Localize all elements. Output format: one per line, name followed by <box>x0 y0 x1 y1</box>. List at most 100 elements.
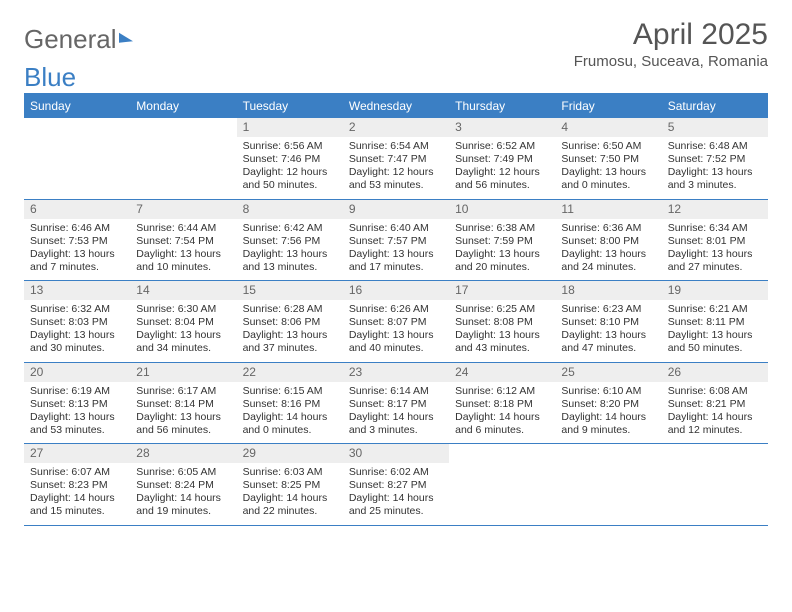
day-detail-cell: Sunrise: 6:44 AMSunset: 7:54 PMDaylight:… <box>130 219 236 281</box>
day-number-cell: 21 <box>130 362 236 382</box>
sunrise-text: Sunrise: 6:30 AM <box>136 303 230 316</box>
daylight-text: Daylight: 13 hours and 0 minutes. <box>561 166 655 192</box>
sunrise-text: Sunrise: 6:36 AM <box>561 222 655 235</box>
daylight-text: Daylight: 12 hours and 56 minutes. <box>455 166 549 192</box>
sunrise-text: Sunrise: 6:19 AM <box>30 385 124 398</box>
day-number-cell: 13 <box>24 281 130 301</box>
sunset-text: Sunset: 8:00 PM <box>561 235 655 248</box>
sunrise-text: Sunrise: 6:03 AM <box>243 466 337 479</box>
sunset-text: Sunset: 8:14 PM <box>136 398 230 411</box>
day-detail-row: Sunrise: 6:07 AMSunset: 8:23 PMDaylight:… <box>24 463 768 525</box>
day-number-cell: 12 <box>662 199 768 219</box>
sunrise-text: Sunrise: 6:08 AM <box>668 385 762 398</box>
day-detail-cell <box>555 463 661 525</box>
day-detail-cell: Sunrise: 6:32 AMSunset: 8:03 PMDaylight:… <box>24 300 130 362</box>
day-number-cell <box>24 118 130 138</box>
sunset-text: Sunset: 7:46 PM <box>243 153 337 166</box>
sunset-text: Sunset: 8:20 PM <box>561 398 655 411</box>
daylight-text: Daylight: 13 hours and 56 minutes. <box>136 411 230 437</box>
day-number-cell: 26 <box>662 362 768 382</box>
day-detail-cell: Sunrise: 6:03 AMSunset: 8:25 PMDaylight:… <box>237 463 343 525</box>
day-detail-cell <box>24 137 130 199</box>
daylight-text: Daylight: 14 hours and 25 minutes. <box>349 492 443 518</box>
sunrise-text: Sunrise: 6:34 AM <box>668 222 762 235</box>
day-detail-cell: Sunrise: 6:52 AMSunset: 7:49 PMDaylight:… <box>449 137 555 199</box>
day-detail-cell: Sunrise: 6:17 AMSunset: 8:14 PMDaylight:… <box>130 382 236 444</box>
day-detail-cell: Sunrise: 6:05 AMSunset: 8:24 PMDaylight:… <box>130 463 236 525</box>
day-number-cell: 5 <box>662 118 768 138</box>
logo-shape-icon <box>119 31 133 42</box>
sunrise-text: Sunrise: 6:21 AM <box>668 303 762 316</box>
day-detail-cell: Sunrise: 6:28 AMSunset: 8:06 PMDaylight:… <box>237 300 343 362</box>
title-block: April 2025 Frumosu, Suceava, Romania <box>574 18 768 70</box>
day-detail-cell <box>130 137 236 199</box>
daylight-text: Daylight: 14 hours and 9 minutes. <box>561 411 655 437</box>
sunrise-text: Sunrise: 6:05 AM <box>136 466 230 479</box>
day-number-cell: 7 <box>130 199 236 219</box>
sunrise-text: Sunrise: 6:40 AM <box>349 222 443 235</box>
day-header: Thursday <box>449 94 555 118</box>
sunset-text: Sunset: 8:10 PM <box>561 316 655 329</box>
daylight-text: Daylight: 14 hours and 15 minutes. <box>30 492 124 518</box>
day-number-row: 13141516171819 <box>24 281 768 301</box>
sunrise-text: Sunrise: 6:54 AM <box>349 140 443 153</box>
day-header: Friday <box>555 94 661 118</box>
daylight-text: Daylight: 13 hours and 30 minutes. <box>30 329 124 355</box>
daylight-text: Daylight: 13 hours and 24 minutes. <box>561 248 655 274</box>
day-detail-cell: Sunrise: 6:48 AMSunset: 7:52 PMDaylight:… <box>662 137 768 199</box>
sunset-text: Sunset: 8:17 PM <box>349 398 443 411</box>
day-number-cell: 16 <box>343 281 449 301</box>
day-header: Monday <box>130 94 236 118</box>
day-number-cell: 4 <box>555 118 661 138</box>
daylight-text: Daylight: 13 hours and 50 minutes. <box>668 329 762 355</box>
day-detail-cell: Sunrise: 6:46 AMSunset: 7:53 PMDaylight:… <box>24 219 130 281</box>
sunrise-text: Sunrise: 6:14 AM <box>349 385 443 398</box>
day-number-cell: 28 <box>130 444 236 464</box>
daylight-text: Daylight: 13 hours and 34 minutes. <box>136 329 230 355</box>
day-number-cell: 27 <box>24 444 130 464</box>
day-detail-cell: Sunrise: 6:08 AMSunset: 8:21 PMDaylight:… <box>662 382 768 444</box>
day-number-cell: 24 <box>449 362 555 382</box>
sunrise-text: Sunrise: 6:10 AM <box>561 385 655 398</box>
day-number-cell <box>449 444 555 464</box>
calendar-head: SundayMondayTuesdayWednesdayThursdayFrid… <box>24 94 768 118</box>
day-detail-cell <box>662 463 768 525</box>
day-detail-row: Sunrise: 6:56 AMSunset: 7:46 PMDaylight:… <box>24 137 768 199</box>
day-number-cell: 19 <box>662 281 768 301</box>
sunset-text: Sunset: 7:52 PM <box>668 153 762 166</box>
day-detail-cell: Sunrise: 6:50 AMSunset: 7:50 PMDaylight:… <box>555 137 661 199</box>
day-detail-cell: Sunrise: 6:14 AMSunset: 8:17 PMDaylight:… <box>343 382 449 444</box>
sunset-text: Sunset: 7:54 PM <box>136 235 230 248</box>
sunrise-text: Sunrise: 6:46 AM <box>30 222 124 235</box>
sunrise-text: Sunrise: 6:32 AM <box>30 303 124 316</box>
sunset-text: Sunset: 8:03 PM <box>30 316 124 329</box>
day-number-cell <box>662 444 768 464</box>
sunset-text: Sunset: 7:47 PM <box>349 153 443 166</box>
day-number-cell: 14 <box>130 281 236 301</box>
sunset-text: Sunset: 8:18 PM <box>455 398 549 411</box>
day-detail-cell: Sunrise: 6:42 AMSunset: 7:56 PMDaylight:… <box>237 219 343 281</box>
sunset-text: Sunset: 8:25 PM <box>243 479 337 492</box>
day-number-cell: 15 <box>237 281 343 301</box>
sunrise-text: Sunrise: 6:12 AM <box>455 385 549 398</box>
day-number-cell: 29 <box>237 444 343 464</box>
day-detail-cell: Sunrise: 6:23 AMSunset: 8:10 PMDaylight:… <box>555 300 661 362</box>
daylight-text: Daylight: 13 hours and 47 minutes. <box>561 329 655 355</box>
day-number-cell: 9 <box>343 199 449 219</box>
day-detail-cell: Sunrise: 6:36 AMSunset: 8:00 PMDaylight:… <box>555 219 661 281</box>
day-number-row: 27282930 <box>24 444 768 464</box>
day-detail-cell: Sunrise: 6:12 AMSunset: 8:18 PMDaylight:… <box>449 382 555 444</box>
sunrise-text: Sunrise: 6:07 AM <box>30 466 124 479</box>
sunset-text: Sunset: 8:16 PM <box>243 398 337 411</box>
calendar-page: General April 2025 Frumosu, Suceava, Rom… <box>0 0 792 544</box>
day-detail-cell: Sunrise: 6:02 AMSunset: 8:27 PMDaylight:… <box>343 463 449 525</box>
day-number-cell: 8 <box>237 199 343 219</box>
sunrise-text: Sunrise: 6:23 AM <box>561 303 655 316</box>
daylight-text: Daylight: 13 hours and 13 minutes. <box>243 248 337 274</box>
daylight-text: Daylight: 13 hours and 3 minutes. <box>668 166 762 192</box>
day-header: Wednesday <box>343 94 449 118</box>
day-number-cell: 30 <box>343 444 449 464</box>
daylight-text: Daylight: 12 hours and 53 minutes. <box>349 166 443 192</box>
logo-text-gray: General <box>24 24 117 55</box>
sunset-text: Sunset: 8:07 PM <box>349 316 443 329</box>
